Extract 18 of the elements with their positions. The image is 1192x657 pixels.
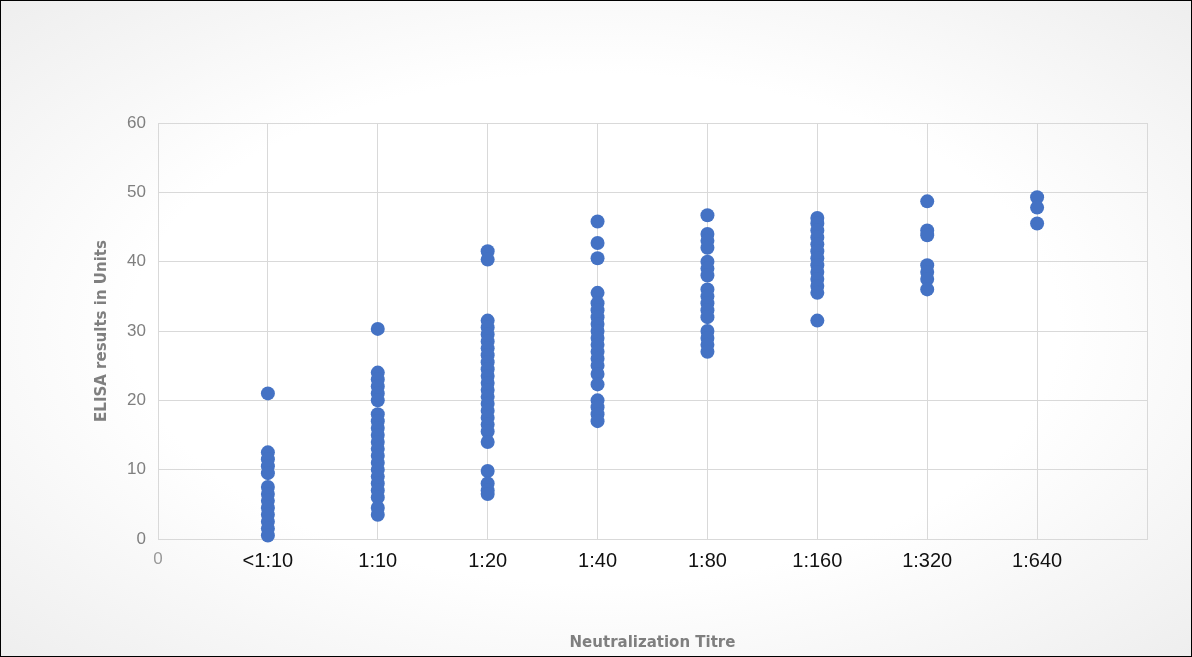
x-tick-label: 1:80 [687,548,727,571]
x-tick-label: 1:10 [358,548,398,571]
y-axis-title: ELISA results in Units [91,240,110,422]
x-tick-label: 1:20 [468,548,508,571]
y-tick-label: 50 [127,182,146,202]
x-tick-label: 1:160 [792,548,843,571]
y-tick-label: 10 [127,459,146,479]
y-tick-label: 0 [136,528,146,548]
x-tick-label: <1:10 [242,548,294,571]
x-tick-label: 0 [153,548,163,568]
x-tick-label: 1:40 [578,548,618,571]
y-tick-label: 40 [127,251,146,271]
x-tick-label: 1:640 [1012,548,1063,571]
y-tick-label: 20 [127,390,146,410]
y-tick-label: 30 [127,320,146,340]
x-axis-title: Neutralization Titre [569,632,736,651]
y-tick-label: 60 [127,112,146,132]
x-tick-label: 1:320 [902,548,953,571]
